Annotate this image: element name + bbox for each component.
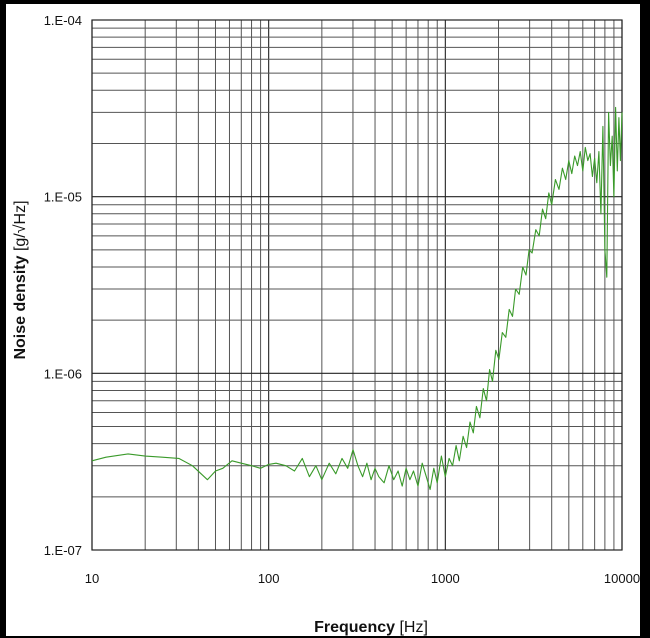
- y-tick-label: 1.E-06: [44, 366, 82, 381]
- y-tick-label: 1.E-05: [44, 190, 82, 205]
- x-tick-label: 1000: [431, 571, 460, 586]
- y-tick-label: 1.E-07: [44, 543, 82, 558]
- x-tick-label: 10: [85, 571, 99, 586]
- x-tick-label: 100: [258, 571, 280, 586]
- series-line: [91, 106, 623, 491]
- plot-frame: [91, 19, 623, 551]
- x-axis-label-main: Frequency: [314, 619, 399, 636]
- x-axis-label: Frequency [Hz]: [314, 619, 428, 636]
- y-axis-label: Noise density [g/√Hz]: [12, 200, 29, 359]
- x-tick-label: 10000: [604, 571, 640, 586]
- x-axis-label-unit: [Hz]: [399, 619, 427, 636]
- y-tick-label: 1.E-04: [44, 13, 82, 28]
- y-axis-label-main: Noise density: [12, 251, 29, 359]
- y-axis-label-unit: [g/√Hz]: [12, 200, 29, 251]
